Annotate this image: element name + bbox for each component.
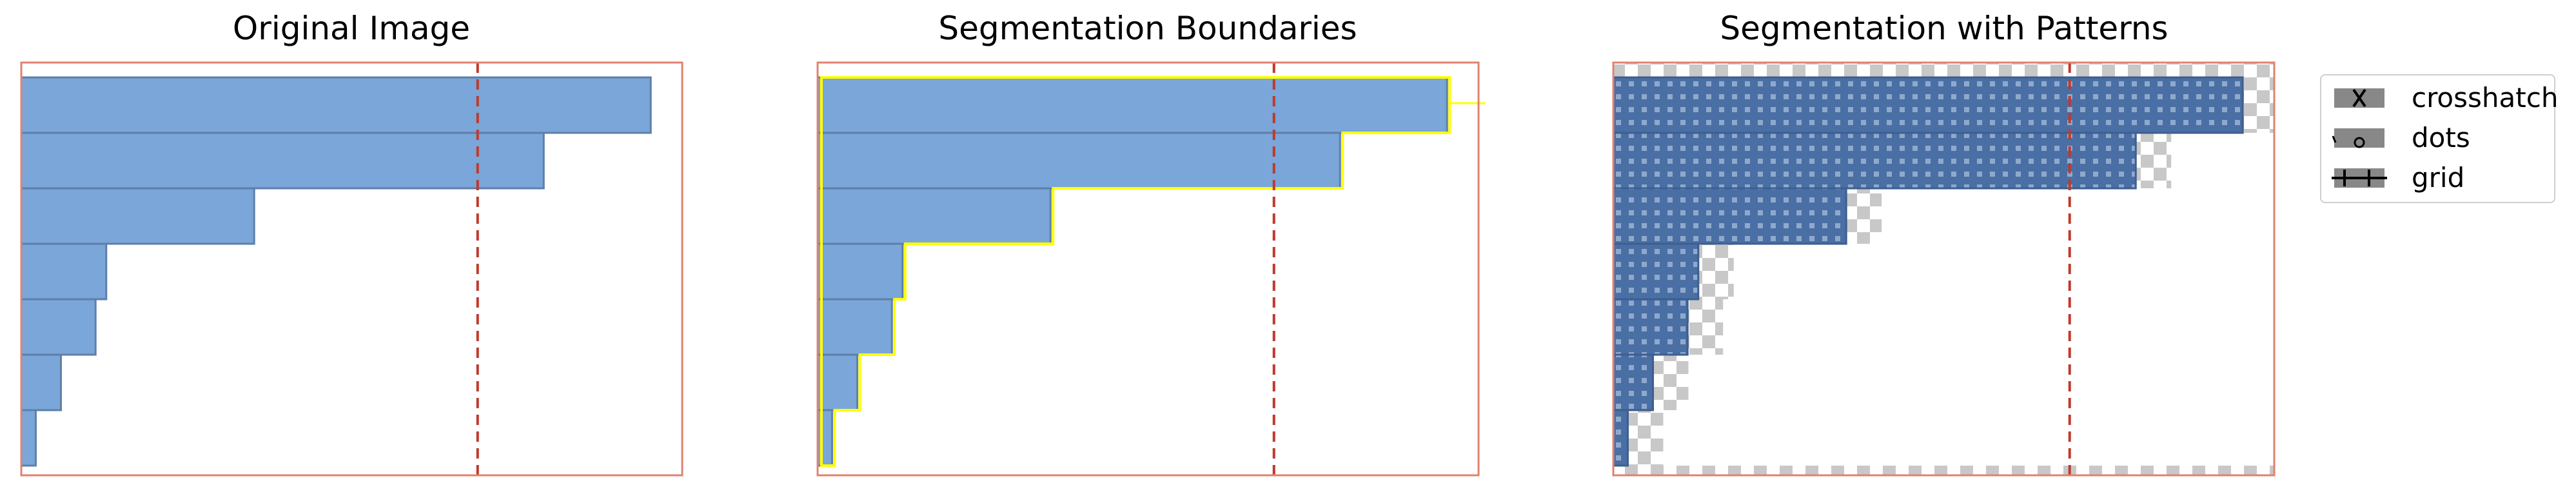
bar [1612,298,1689,356]
bar [816,298,893,356]
bar [20,298,97,356]
bar [1612,187,1847,245]
bar [1612,132,2137,190]
crosshatch-icon [2334,88,2384,108]
grid-icon [2332,168,2387,188]
bar [20,242,108,301]
legend-label-dots: dots [2412,122,2470,153]
bar [816,353,858,411]
legend: crosshatch dots grid [2320,74,2558,203]
bar [20,76,652,134]
segmentation-boundary [820,76,1451,467]
axes-frame [816,61,1480,477]
panel-title-original: Original Image [232,10,471,47]
bar [816,242,904,301]
bar [816,187,1052,245]
legend-label-crosshatch: crosshatch [2412,82,2559,114]
bar [1612,76,2244,134]
legend-item-grid: grid [2330,161,2550,195]
axes-frame [1612,61,2276,477]
panel-title-patterns: Segmentation with Patterns [1720,10,2168,47]
axes-frame [20,61,683,477]
dots-icon [2332,128,2384,148]
bar [20,409,37,467]
bar [1612,409,1629,467]
bar [1612,353,1654,411]
panel-title-boundaries: Segmentation Boundaries [938,10,1357,47]
legend-label-grid: grid [2412,162,2465,193]
legend-item-dots: dots [2330,121,2550,155]
bar [20,132,545,190]
bar [1612,242,1700,301]
unsegmented-region [1663,63,2279,466]
bar [816,132,1341,190]
legend-item-crosshatch: crosshatch [2330,81,2558,115]
bar [20,353,62,411]
bar [20,187,255,245]
bar [816,76,1448,134]
bar [816,409,833,467]
